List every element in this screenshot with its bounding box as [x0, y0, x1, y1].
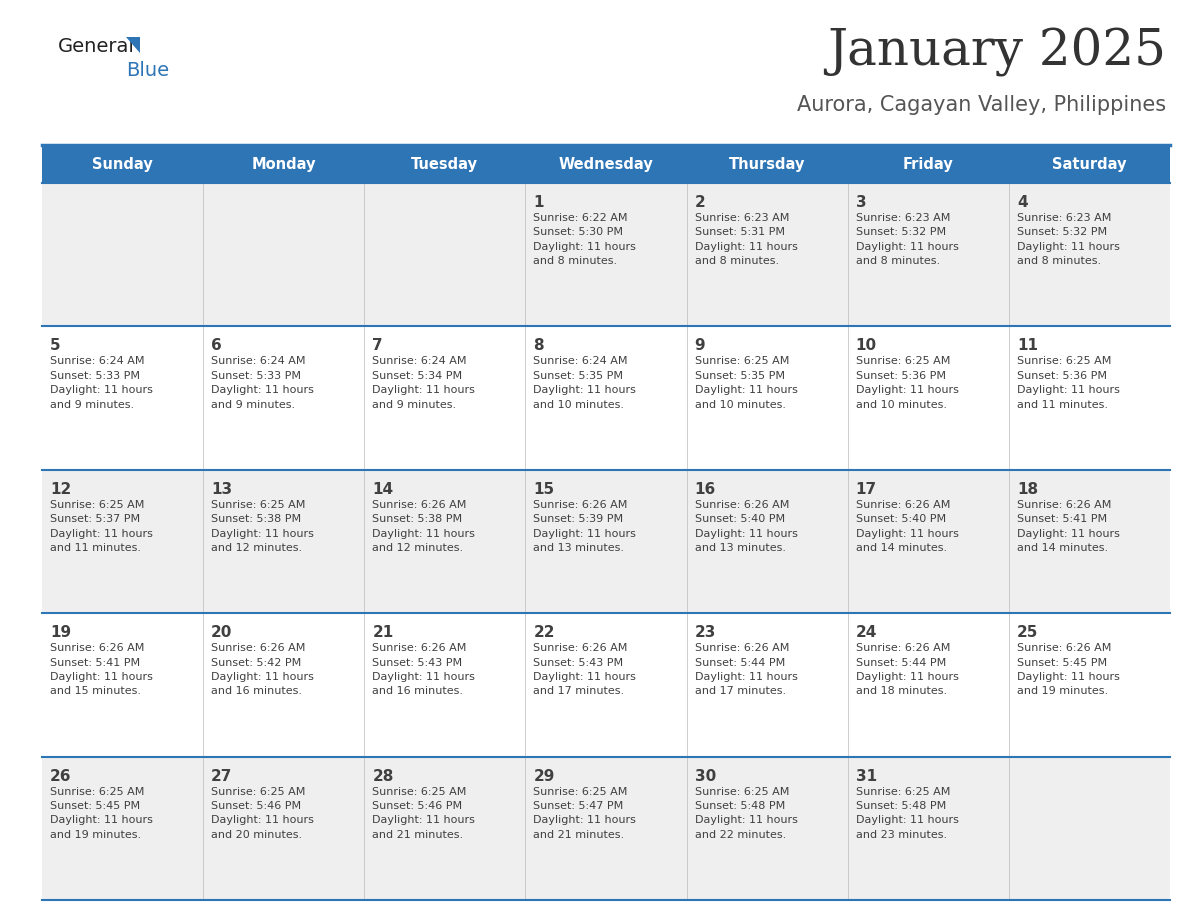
Text: 14: 14	[372, 482, 393, 497]
Text: Blue: Blue	[126, 61, 169, 80]
Text: Sunrise: 6:23 AM
Sunset: 5:32 PM
Daylight: 11 hours
and 8 minutes.: Sunrise: 6:23 AM Sunset: 5:32 PM Dayligh…	[855, 213, 959, 266]
Text: 5: 5	[50, 339, 61, 353]
Text: Sunrise: 6:22 AM
Sunset: 5:30 PM
Daylight: 11 hours
and 8 minutes.: Sunrise: 6:22 AM Sunset: 5:30 PM Dayligh…	[533, 213, 637, 266]
Text: 29: 29	[533, 768, 555, 784]
Text: 17: 17	[855, 482, 877, 497]
Text: 25: 25	[1017, 625, 1038, 640]
Text: 16: 16	[695, 482, 716, 497]
Text: Tuesday: Tuesday	[411, 156, 479, 172]
Text: Sunrise: 6:25 AM
Sunset: 5:45 PM
Daylight: 11 hours
and 19 minutes.: Sunrise: 6:25 AM Sunset: 5:45 PM Dayligh…	[50, 787, 153, 840]
Bar	[42, 145, 1170, 183]
Bar	[42, 327, 1170, 470]
Text: Sunrise: 6:24 AM
Sunset: 5:34 PM
Daylight: 11 hours
and 9 minutes.: Sunrise: 6:24 AM Sunset: 5:34 PM Dayligh…	[372, 356, 475, 409]
Text: Sunrise: 6:26 AM
Sunset: 5:44 PM
Daylight: 11 hours
and 17 minutes.: Sunrise: 6:26 AM Sunset: 5:44 PM Dayligh…	[695, 644, 797, 697]
Text: 9: 9	[695, 339, 706, 353]
Text: Sunrise: 6:25 AM
Sunset: 5:48 PM
Daylight: 11 hours
and 22 minutes.: Sunrise: 6:25 AM Sunset: 5:48 PM Dayligh…	[695, 787, 797, 840]
Text: Monday: Monday	[252, 156, 316, 172]
Text: 3: 3	[855, 195, 866, 210]
Text: Thursday: Thursday	[729, 156, 805, 172]
Text: 23: 23	[695, 625, 716, 640]
Text: Saturday: Saturday	[1053, 156, 1126, 172]
Text: Sunrise: 6:25 AM
Sunset: 5:35 PM
Daylight: 11 hours
and 10 minutes.: Sunrise: 6:25 AM Sunset: 5:35 PM Dayligh…	[695, 356, 797, 409]
Text: 2: 2	[695, 195, 706, 210]
Text: Sunrise: 6:24 AM
Sunset: 5:33 PM
Daylight: 11 hours
and 9 minutes.: Sunrise: 6:24 AM Sunset: 5:33 PM Dayligh…	[211, 356, 314, 409]
Text: Sunrise: 6:25 AM
Sunset: 5:46 PM
Daylight: 11 hours
and 20 minutes.: Sunrise: 6:25 AM Sunset: 5:46 PM Dayligh…	[211, 787, 314, 840]
Text: Aurora, Cagayan Valley, Philippines: Aurora, Cagayan Valley, Philippines	[797, 95, 1165, 115]
Text: Sunrise: 6:25 AM
Sunset: 5:48 PM
Daylight: 11 hours
and 23 minutes.: Sunrise: 6:25 AM Sunset: 5:48 PM Dayligh…	[855, 787, 959, 840]
Text: Sunrise: 6:26 AM
Sunset: 5:44 PM
Daylight: 11 hours
and 18 minutes.: Sunrise: 6:26 AM Sunset: 5:44 PM Dayligh…	[855, 644, 959, 697]
Text: 18: 18	[1017, 482, 1038, 497]
Text: Wednesday: Wednesday	[558, 156, 653, 172]
Text: General: General	[58, 37, 135, 55]
Text: 4: 4	[1017, 195, 1028, 210]
Text: 12: 12	[50, 482, 71, 497]
Text: Sunrise: 6:23 AM
Sunset: 5:32 PM
Daylight: 11 hours
and 8 minutes.: Sunrise: 6:23 AM Sunset: 5:32 PM Dayligh…	[1017, 213, 1120, 266]
Polygon shape	[126, 37, 140, 53]
Text: 30: 30	[695, 768, 716, 784]
Text: 1: 1	[533, 195, 544, 210]
Text: Sunrise: 6:26 AM
Sunset: 5:40 PM
Daylight: 11 hours
and 14 minutes.: Sunrise: 6:26 AM Sunset: 5:40 PM Dayligh…	[855, 499, 959, 553]
Text: Sunrise: 6:26 AM
Sunset: 5:39 PM
Daylight: 11 hours
and 13 minutes.: Sunrise: 6:26 AM Sunset: 5:39 PM Dayligh…	[533, 499, 637, 553]
Text: Sunrise: 6:26 AM
Sunset: 5:42 PM
Daylight: 11 hours
and 16 minutes.: Sunrise: 6:26 AM Sunset: 5:42 PM Dayligh…	[211, 644, 314, 697]
Text: Sunrise: 6:26 AM
Sunset: 5:43 PM
Daylight: 11 hours
and 17 minutes.: Sunrise: 6:26 AM Sunset: 5:43 PM Dayligh…	[533, 644, 637, 697]
Text: Sunrise: 6:25 AM
Sunset: 5:38 PM
Daylight: 11 hours
and 12 minutes.: Sunrise: 6:25 AM Sunset: 5:38 PM Dayligh…	[211, 499, 314, 553]
Text: Sunrise: 6:26 AM
Sunset: 5:40 PM
Daylight: 11 hours
and 13 minutes.: Sunrise: 6:26 AM Sunset: 5:40 PM Dayligh…	[695, 499, 797, 553]
Text: Sunrise: 6:25 AM
Sunset: 5:46 PM
Daylight: 11 hours
and 21 minutes.: Sunrise: 6:25 AM Sunset: 5:46 PM Dayligh…	[372, 787, 475, 840]
Text: 27: 27	[211, 768, 233, 784]
Text: Friday: Friday	[903, 156, 954, 172]
Text: Sunrise: 6:25 AM
Sunset: 5:47 PM
Daylight: 11 hours
and 21 minutes.: Sunrise: 6:25 AM Sunset: 5:47 PM Dayligh…	[533, 787, 637, 840]
Text: 8: 8	[533, 339, 544, 353]
Text: 10: 10	[855, 339, 877, 353]
Text: Sunrise: 6:26 AM
Sunset: 5:41 PM
Daylight: 11 hours
and 14 minutes.: Sunrise: 6:26 AM Sunset: 5:41 PM Dayligh…	[1017, 499, 1120, 553]
Text: January 2025: January 2025	[827, 28, 1165, 77]
Text: 31: 31	[855, 768, 877, 784]
Text: Sunrise: 6:26 AM
Sunset: 5:41 PM
Daylight: 11 hours
and 15 minutes.: Sunrise: 6:26 AM Sunset: 5:41 PM Dayligh…	[50, 644, 153, 697]
Text: 21: 21	[372, 625, 393, 640]
Text: 19: 19	[50, 625, 71, 640]
Text: 6: 6	[211, 339, 222, 353]
Bar	[42, 470, 1170, 613]
Text: Sunrise: 6:26 AM
Sunset: 5:45 PM
Daylight: 11 hours
and 19 minutes.: Sunrise: 6:26 AM Sunset: 5:45 PM Dayligh…	[1017, 644, 1120, 697]
Text: Sunrise: 6:26 AM
Sunset: 5:43 PM
Daylight: 11 hours
and 16 minutes.: Sunrise: 6:26 AM Sunset: 5:43 PM Dayligh…	[372, 644, 475, 697]
Text: 20: 20	[211, 625, 233, 640]
Text: Sunrise: 6:24 AM
Sunset: 5:35 PM
Daylight: 11 hours
and 10 minutes.: Sunrise: 6:24 AM Sunset: 5:35 PM Dayligh…	[533, 356, 637, 409]
Text: Sunday: Sunday	[93, 156, 153, 172]
Bar	[42, 756, 1170, 900]
Text: Sunrise: 6:23 AM
Sunset: 5:31 PM
Daylight: 11 hours
and 8 minutes.: Sunrise: 6:23 AM Sunset: 5:31 PM Dayligh…	[695, 213, 797, 266]
Text: Sunrise: 6:25 AM
Sunset: 5:36 PM
Daylight: 11 hours
and 11 minutes.: Sunrise: 6:25 AM Sunset: 5:36 PM Dayligh…	[1017, 356, 1120, 409]
Text: 15: 15	[533, 482, 555, 497]
Text: 7: 7	[372, 339, 383, 353]
Text: Sunrise: 6:24 AM
Sunset: 5:33 PM
Daylight: 11 hours
and 9 minutes.: Sunrise: 6:24 AM Sunset: 5:33 PM Dayligh…	[50, 356, 153, 409]
Text: Sunrise: 6:25 AM
Sunset: 5:37 PM
Daylight: 11 hours
and 11 minutes.: Sunrise: 6:25 AM Sunset: 5:37 PM Dayligh…	[50, 499, 153, 553]
Text: 11: 11	[1017, 339, 1038, 353]
Text: Sunrise: 6:25 AM
Sunset: 5:36 PM
Daylight: 11 hours
and 10 minutes.: Sunrise: 6:25 AM Sunset: 5:36 PM Dayligh…	[855, 356, 959, 409]
Text: 13: 13	[211, 482, 233, 497]
Text: Sunrise: 6:26 AM
Sunset: 5:38 PM
Daylight: 11 hours
and 12 minutes.: Sunrise: 6:26 AM Sunset: 5:38 PM Dayligh…	[372, 499, 475, 553]
Text: 26: 26	[50, 768, 71, 784]
Bar	[42, 183, 1170, 327]
Text: 28: 28	[372, 768, 393, 784]
Text: 22: 22	[533, 625, 555, 640]
Bar	[42, 613, 1170, 756]
Text: 24: 24	[855, 625, 877, 640]
